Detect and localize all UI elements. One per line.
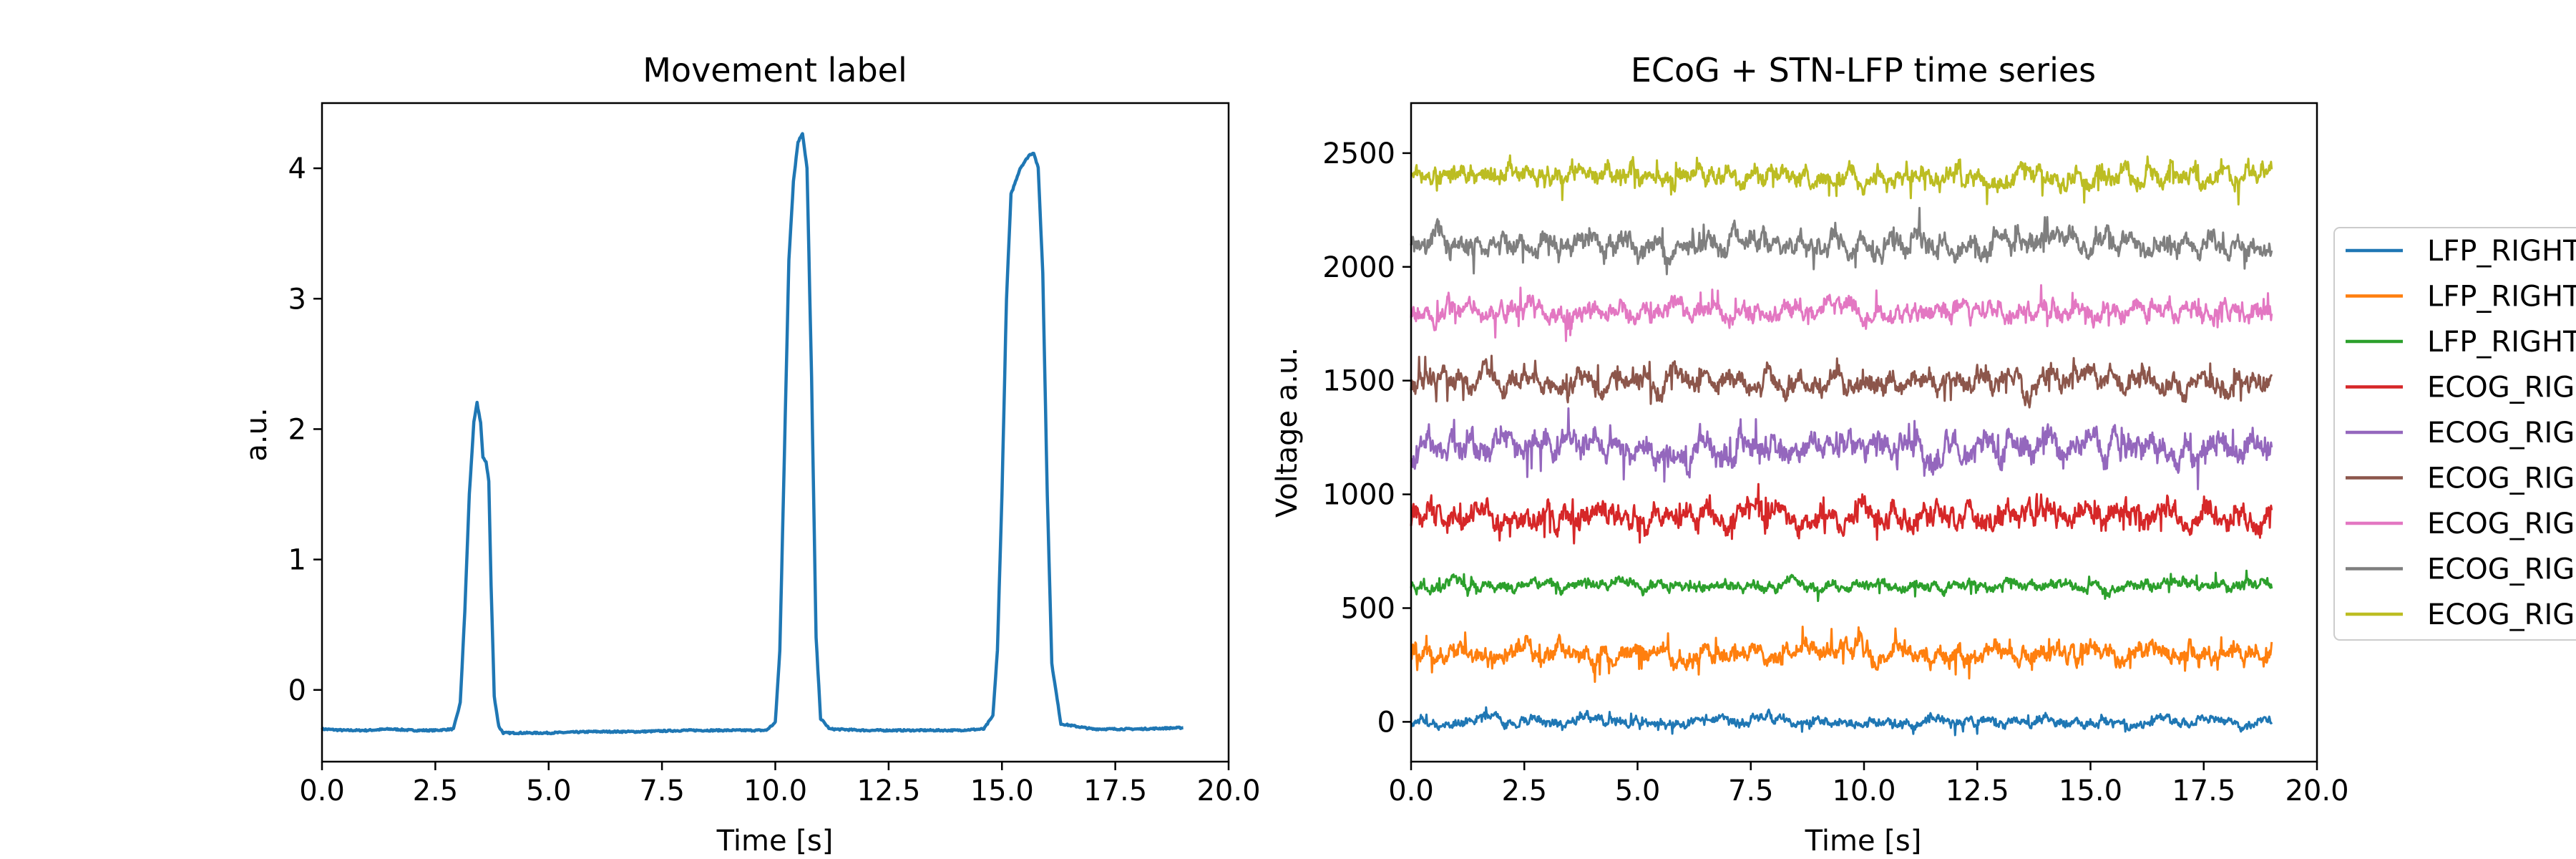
series-line — [1410, 626, 2273, 683]
series-line — [1410, 284, 2273, 342]
series-line — [1410, 207, 2273, 276]
y-tick-label: 4 — [288, 152, 306, 185]
axis-ticks: 0.0 2.5 5.0 7.5 10.0 12.5 15.0 17.5 20.0 0 500 1000… — [1322, 137, 2348, 807]
series-line — [1410, 569, 2273, 602]
axes-frame — [321, 102, 1230, 763]
y-tick-label: 2000 — [1322, 251, 1395, 284]
y-axis-label: Voltage a.u. — [1271, 347, 1304, 518]
x-tick-label: 2.5 — [413, 775, 459, 807]
movement-label-panel: Movement label a.u. Time [s] 0.0 2.5 5.0 7.… — [240, 51, 1261, 858]
x-tick-label: 2.5 — [1501, 775, 1547, 807]
series-line — [1410, 482, 2273, 545]
x-tick-label: 15.0 — [970, 775, 1034, 807]
legend-label: ECOG_RIG — [2427, 417, 2575, 450]
y-tick-label: 2500 — [1322, 137, 1395, 170]
x-tick-label: 17.5 — [2172, 775, 2235, 807]
x-tick-label: 5.0 — [1615, 775, 1661, 807]
movement-label-line — [321, 132, 1184, 736]
y-axis-label: a.u. — [240, 407, 273, 461]
series-line — [1410, 154, 2273, 206]
legend-label: LFP_RIGHT — [2427, 281, 2576, 314]
legend-label: ECOG_RIG — [2427, 372, 2575, 404]
series-line — [1410, 706, 2273, 737]
chart-title: ECoG + STN-LFP time series — [1631, 51, 2096, 89]
legend-label: LFP_RIGHT — [2427, 326, 2576, 359]
legend-label: ECOG_RIG — [2427, 553, 2575, 586]
x-tick-label: 17.5 — [1083, 775, 1147, 807]
x-tick-label: 12.5 — [1946, 775, 2009, 807]
legend-label: LFP_RIGHT — [2427, 235, 2576, 268]
x-tick-label: 20.0 — [2285, 775, 2348, 807]
legend-box — [2333, 227, 2576, 641]
timeseries-panel: ECoG + STN-LFP time series Voltage a.u. … — [1271, 51, 2349, 858]
y-tick-label: 0 — [288, 674, 306, 707]
x-tick-label: 7.5 — [639, 775, 685, 807]
legend-label: ECOG_RIG — [2427, 598, 2575, 631]
x-axis-label: Time [s] — [716, 825, 834, 858]
y-tick-label: 0 — [1377, 706, 1395, 739]
x-tick-label: 10.0 — [1832, 775, 1896, 807]
axis-ticks: 0.0 2.5 5.0 7.5 10.0 12.5 15.0 17.5 20.0 0 1 2 3 4 — [288, 152, 1261, 807]
series-line — [1410, 407, 2273, 490]
plot-area — [321, 132, 1184, 736]
x-tick-label: 12.5 — [857, 775, 920, 807]
y-tick-label: 1000 — [1322, 479, 1395, 512]
x-tick-label: 20.0 — [1196, 775, 1260, 807]
legend: LFP_RIGHT LFP_RIGHT LFP_RIGHT ECOG_RIG ECOG_… — [2333, 227, 2576, 641]
x-tick-label: 10.0 — [743, 775, 807, 807]
y-tick-label: 1 — [288, 544, 306, 577]
x-tick-label: 7.5 — [1728, 775, 1774, 807]
x-tick-label: 0.0 — [299, 775, 345, 807]
chart-title: Movement label — [643, 51, 907, 89]
plot-area — [1410, 154, 2273, 737]
series-line — [1410, 354, 2273, 409]
y-tick-label: 3 — [288, 283, 306, 316]
x-tick-label: 0.0 — [1388, 775, 1434, 807]
y-tick-label: 1500 — [1322, 365, 1395, 398]
axes-frame — [1410, 102, 2318, 763]
x-tick-label: 15.0 — [2059, 775, 2122, 807]
legend-label: ECOG_RIG — [2427, 508, 2575, 540]
y-tick-label: 500 — [1341, 592, 1395, 625]
y-tick-label: 2 — [288, 413, 306, 446]
x-tick-label: 5.0 — [526, 775, 572, 807]
x-axis-label: Time [s] — [1805, 825, 1922, 858]
legend-label: ECOG_RIG — [2427, 462, 2575, 495]
